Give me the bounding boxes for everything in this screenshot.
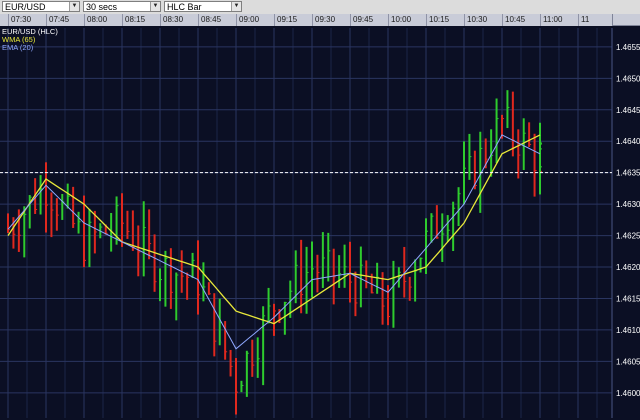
time-axis-label: 09:15 bbox=[274, 14, 312, 26]
y-tick-label: 1.4605 bbox=[616, 357, 640, 366]
axis-corner bbox=[612, 14, 640, 26]
time-axis-label: 08:00 bbox=[84, 14, 122, 26]
time-axis[interactable]: 07:30 07:45 08:00 08:15 08:30 08:45 09:00 09:15… bbox=[0, 14, 612, 27]
time-axis-label: 11 bbox=[578, 14, 590, 26]
chevron-down-icon[interactable]: ▼ bbox=[150, 2, 160, 11]
y-tick-label: 1.4630 bbox=[616, 200, 640, 209]
current-price-label: 1.4635 bbox=[616, 169, 640, 178]
time-axis-label: 10:00 bbox=[388, 14, 426, 26]
current-price-marker bbox=[613, 167, 640, 178]
time-axis-label: 10:45 bbox=[502, 14, 540, 26]
chart-style-dropdown-value: HLC Bar bbox=[167, 2, 202, 12]
time-axis-label: 08:30 bbox=[160, 14, 198, 26]
time-axis-label: 10:15 bbox=[426, 14, 464, 26]
symbol-dropdown[interactable]: EUR/USD ▼ bbox=[2, 1, 80, 12]
y-tick-label: 1.4620 bbox=[616, 263, 640, 272]
plot-background bbox=[0, 26, 640, 420]
time-axis-label: 10:30 bbox=[464, 14, 502, 26]
time-axis-label: 08:45 bbox=[198, 14, 236, 26]
time-axis-label: 09:00 bbox=[236, 14, 274, 26]
wma-line bbox=[7, 134, 541, 325]
symbol-dropdown-value: EUR/USD bbox=[5, 2, 46, 12]
wma-legend-label: WMA (65) bbox=[2, 35, 36, 44]
time-axis-label: 07:30 bbox=[8, 14, 46, 26]
symbol-legend-label: EUR/USD (HLC) bbox=[2, 27, 58, 36]
chart-style-dropdown[interactable]: HLC Bar ▼ bbox=[164, 1, 242, 12]
y-tick-label: 1.4615 bbox=[616, 294, 640, 303]
interval-dropdown[interactable]: 30 secs ▼ bbox=[83, 1, 161, 12]
time-axis-label: 08:15 bbox=[122, 14, 160, 26]
y-tick-label: 1.4610 bbox=[616, 326, 640, 335]
time-axis-label: 09:30 bbox=[312, 14, 350, 26]
y-tick-label: 1.4650 bbox=[616, 74, 640, 83]
price-chart[interactable]: 1.4655 1.4650 1.4645 1.4640 1.4635 1.4630 1.46… bbox=[0, 26, 640, 420]
ema-line bbox=[7, 134, 541, 350]
y-tick-label: 1.4625 bbox=[616, 232, 640, 241]
chevron-down-icon[interactable]: ▼ bbox=[231, 2, 241, 11]
y-tick-label: 1.4645 bbox=[616, 106, 640, 115]
time-axis-label: 09:45 bbox=[350, 14, 388, 26]
chevron-down-icon[interactable]: ▼ bbox=[69, 2, 79, 11]
ema-legend-label: EMA (20) bbox=[2, 43, 34, 52]
interval-dropdown-value: 30 secs bbox=[86, 2, 118, 12]
y-tick-label: 1.4600 bbox=[616, 389, 640, 398]
time-axis-label: 07:45 bbox=[46, 14, 84, 26]
chart-toolbar: EUR/USD ▼ 30 secs ▼ HLC Bar ▼ bbox=[0, 0, 640, 15]
y-tick-label: 1.4655 bbox=[616, 43, 640, 52]
y-tick-label: 1.4640 bbox=[616, 137, 640, 146]
time-axis-label: 11:00 bbox=[540, 14, 578, 26]
